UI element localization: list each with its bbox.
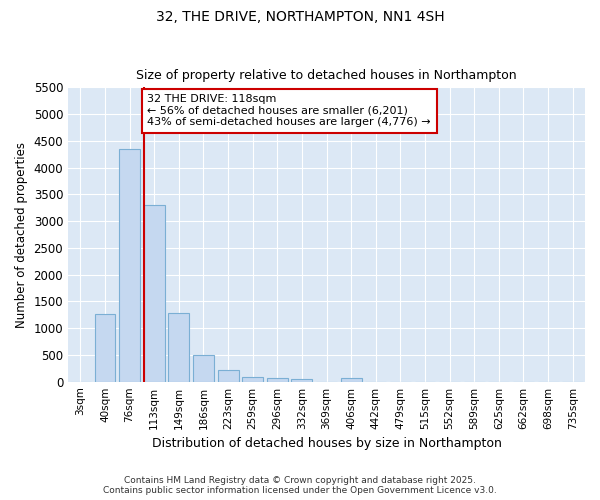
Title: Size of property relative to detached houses in Northampton: Size of property relative to detached ho… bbox=[136, 69, 517, 82]
Bar bbox=[144, 205, 164, 382]
Text: Contains HM Land Registry data © Crown copyright and database right 2025.
Contai: Contains HM Land Registry data © Crown c… bbox=[103, 476, 497, 495]
Y-axis label: Number of detached properties: Number of detached properties bbox=[15, 142, 28, 328]
Bar bbox=[267, 378, 288, 382]
Bar bbox=[119, 149, 140, 382]
Text: 32, THE DRIVE, NORTHAMPTON, NN1 4SH: 32, THE DRIVE, NORTHAMPTON, NN1 4SH bbox=[155, 10, 445, 24]
Bar bbox=[193, 355, 214, 382]
Bar bbox=[242, 377, 263, 382]
Bar bbox=[169, 313, 189, 382]
Bar bbox=[341, 378, 362, 382]
Text: 32 THE DRIVE: 118sqm
← 56% of detached houses are smaller (6,201)
43% of semi-de: 32 THE DRIVE: 118sqm ← 56% of detached h… bbox=[148, 94, 431, 128]
Bar bbox=[292, 379, 313, 382]
X-axis label: Distribution of detached houses by size in Northampton: Distribution of detached houses by size … bbox=[152, 437, 502, 450]
Bar bbox=[218, 370, 239, 382]
Bar bbox=[95, 314, 115, 382]
